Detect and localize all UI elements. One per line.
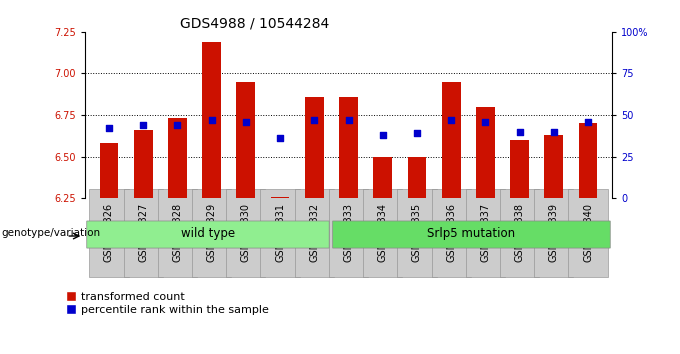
Point [138, 122, 149, 128]
Point [548, 129, 559, 135]
Point [172, 122, 183, 128]
Point [275, 136, 286, 141]
Bar [407, 156, 426, 198]
Text: Srlp5 mutation: Srlp5 mutation [428, 227, 515, 240]
Point [480, 119, 491, 125]
Bar [237, 82, 255, 198]
Bar [271, 196, 290, 198]
Text: genotype/variation: genotype/variation [1, 228, 101, 238]
Point [411, 131, 422, 136]
Text: wild type: wild type [181, 227, 235, 240]
Bar [373, 156, 392, 198]
Bar [99, 143, 118, 198]
Bar [339, 97, 358, 198]
Point [241, 119, 252, 125]
Point [206, 117, 217, 123]
FancyBboxPatch shape [87, 221, 329, 248]
Text: GDS4988 / 10544284: GDS4988 / 10544284 [180, 17, 329, 31]
Bar [134, 130, 152, 198]
Point [445, 117, 456, 123]
Point [309, 117, 320, 123]
FancyBboxPatch shape [333, 221, 610, 248]
Bar [545, 135, 563, 198]
Point [514, 129, 525, 135]
Legend: transformed count, percentile rank within the sample: transformed count, percentile rank withi… [67, 292, 269, 314]
Point [377, 132, 388, 138]
Bar [510, 140, 529, 198]
Bar [442, 82, 460, 198]
Point [103, 126, 114, 131]
Bar [579, 123, 598, 198]
Point [343, 117, 354, 123]
Bar [202, 42, 221, 198]
Bar [305, 97, 324, 198]
Point [583, 119, 594, 125]
Bar [476, 107, 495, 198]
Bar [168, 118, 187, 198]
